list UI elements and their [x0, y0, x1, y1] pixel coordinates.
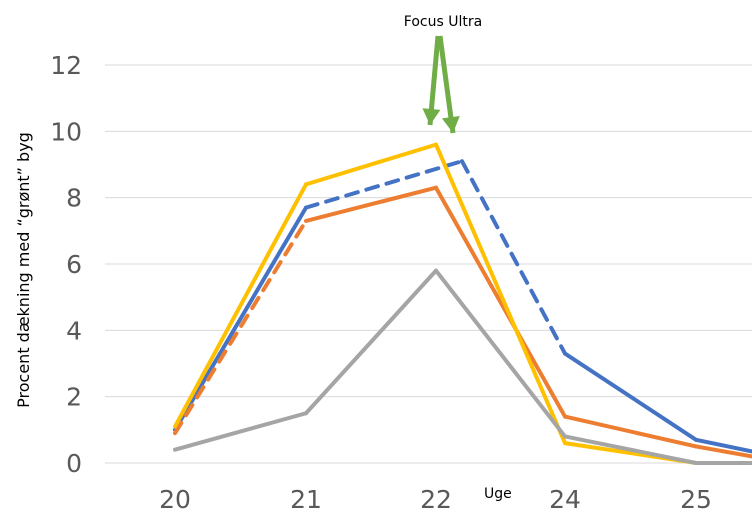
gridlines: [105, 64, 752, 464]
series-lines: [173, 142, 752, 465]
y-axis-ticks: 0 2 4 6 8 10 12: [50, 51, 82, 478]
y-tick-label: 2: [66, 383, 82, 412]
series-4-segment: [304, 268, 438, 416]
focus-ultra-annotation: Focus Ultra: [404, 14, 482, 134]
series-3-segment: [304, 142, 438, 187]
x-tick-label: 24: [549, 485, 581, 514]
x-tick-label: 22: [420, 485, 452, 514]
y-tick-label: 6: [66, 250, 82, 279]
series-2-segment: [434, 185, 567, 419]
series-3-segment: [173, 182, 308, 429]
x-tick-label: 20: [159, 485, 191, 514]
down-arrow-icon: [441, 115, 460, 133]
series-1-segment: [694, 437, 752, 454]
series-1-segment: [304, 159, 464, 210]
y-tick-label: 10: [50, 117, 82, 146]
series-2-segment: [563, 414, 698, 449]
series-1-segment: [460, 159, 567, 356]
x-axis-ticks: 20 21 22 24 25: [159, 485, 712, 514]
down-arrow-shaft: [437, 35, 456, 134]
series-4-segment: [173, 411, 308, 452]
x-axis-label: Uge: [484, 486, 512, 502]
series-4-segment: [434, 268, 567, 439]
y-axis-label: Procent dækning med “grønt” byg: [14, 132, 33, 408]
series-1-segment: [173, 205, 308, 432]
x-tick-label: 21: [290, 485, 322, 514]
x-tick-label: 25: [680, 485, 712, 514]
series-4-segment: [563, 434, 698, 465]
series-2-segment: [694, 444, 752, 459]
y-tick-label: 0: [66, 449, 82, 478]
down-arrow-icon: [422, 108, 441, 125]
series-2-segment: [173, 218, 308, 436]
y-tick-label: 8: [66, 184, 82, 213]
series-1-segment: [563, 351, 698, 442]
y-tick-label: 12: [50, 51, 82, 80]
series-3-segment: [434, 142, 567, 446]
annotation-label: Focus Ultra: [404, 14, 482, 30]
series-2-segment: [304, 185, 438, 223]
y-tick-label: 4: [66, 316, 82, 345]
